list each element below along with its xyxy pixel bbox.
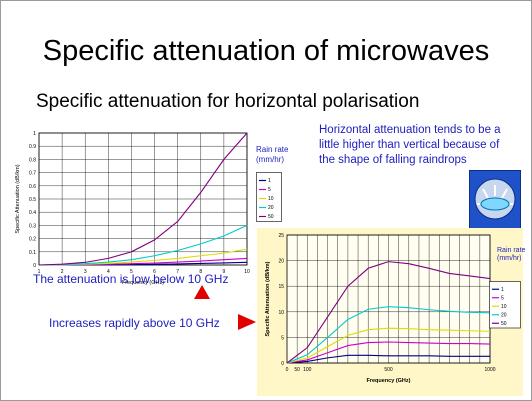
y-tick-label: 0.7 — [29, 171, 36, 177]
legend-label-5: 5 — [268, 187, 271, 193]
slide-subtitle: Specific attenuation for horizontal pola… — [36, 91, 420, 112]
series-line-50 — [286, 261, 491, 364]
series-line-20 — [38, 224, 248, 266]
y-tick-label: 0.9 — [29, 144, 36, 150]
y-tick-label: 0.6 — [29, 184, 36, 190]
series-line-1 — [286, 354, 490, 364]
legend-label-1: 1 — [268, 178, 271, 184]
polarisation-note: Horizontal attenuation tends to be a lit… — [319, 124, 501, 166]
x-axis-label: Frequency (GHz) — [366, 378, 410, 384]
y-tick-label: 15 — [278, 284, 284, 290]
y-axis-label: Specific Attenuation (dB/km) — [15, 164, 21, 233]
y-tick-label: 1 — [33, 131, 36, 137]
x-tick-label: 9 — [222, 269, 225, 275]
legend-label-20: 20 — [501, 312, 507, 318]
legend-label-50: 50 — [268, 214, 274, 220]
chart2-legend: 1 5 10 20 50 — [489, 281, 521, 329]
right-arrow-icon — [238, 314, 256, 330]
slide-title: Specific attenuation of microwaves — [42, 35, 490, 67]
legend-label-10: 10 — [501, 304, 507, 310]
x-tick-label: 1 — [38, 269, 41, 275]
x-tick-label: 5 — [130, 269, 133, 275]
x-axis-label: Frequency (GHz) — [122, 280, 164, 286]
legend-label-50: 50 — [501, 321, 507, 327]
x-tick-label: 2 — [61, 269, 64, 275]
legend-label-10: 10 — [268, 196, 274, 202]
y-tick-label: 0.5 — [29, 197, 36, 203]
caption-rapid-increase: Increases rapidly above 10 GHz — [49, 316, 220, 330]
x-tick-label: 4 — [107, 269, 110, 275]
legend-label-5: 5 — [501, 295, 504, 301]
x-tick-label: 3 — [84, 269, 87, 275]
chart1-legend-title: Rain rate (mm/hr) — [256, 145, 289, 164]
x-tick-label: 8 — [199, 269, 202, 275]
y-tick-label: 0.3 — [29, 223, 36, 229]
x-tick-label: 500 — [384, 367, 393, 373]
y-axis-label: Specific Attenuation (dB/km) — [265, 261, 271, 336]
legend-label-1: 1 — [501, 287, 504, 293]
chart-low-frequency: 0 0.1 0.2 0.3 0.4 0.5 0.6 0.7 0.8 0.9 1 1 2 3 4 5 6 7 8 9 10… — [15, 131, 250, 286]
series-line-20 — [286, 306, 491, 364]
y-tick-label: 0.2 — [29, 237, 36, 243]
y-tick-label: 0.4 — [29, 210, 36, 216]
y-tick-label: 25 — [278, 233, 284, 239]
chart-high-frequency: 0 5 10 15 20 25 0 50 100 500 1000 Frequency (GHz) Sp… — [265, 233, 496, 384]
y-tick-label: 20 — [278, 259, 284, 265]
x-tick-label: 1000 — [484, 367, 495, 373]
series-line-5 — [286, 341, 491, 364]
y-tick-label: 5 — [281, 335, 284, 341]
up-arrow-icon — [194, 285, 210, 299]
y-tick-label: 10 — [278, 310, 284, 316]
x-tick-label: 0 — [286, 367, 289, 373]
x-tick-label: 6 — [153, 269, 156, 275]
chart1-legend: 1 5 10 20 50 — [256, 172, 282, 222]
raindrop-shape-icon — [469, 170, 521, 229]
x-tick-label: 50 — [294, 367, 300, 373]
caption-low-attenuation: The attenuation is low below 10 GHz — [33, 272, 229, 286]
y-tick-label: 0.8 — [29, 157, 36, 163]
series-line-50 — [38, 132, 248, 266]
y-tick-label: 0.1 — [29, 250, 36, 256]
chart2-legend-title: Rain rate (mm/hr) — [497, 247, 526, 262]
x-tick-label: 10 — [244, 269, 250, 275]
x-tick-label: 7 — [176, 269, 179, 275]
legend-label-20: 20 — [268, 205, 274, 211]
y-tick-label: 0 — [281, 361, 284, 367]
y-tick-label: 0 — [33, 263, 36, 269]
x-tick-label: 100 — [303, 367, 312, 373]
series-line-10 — [286, 327, 491, 364]
